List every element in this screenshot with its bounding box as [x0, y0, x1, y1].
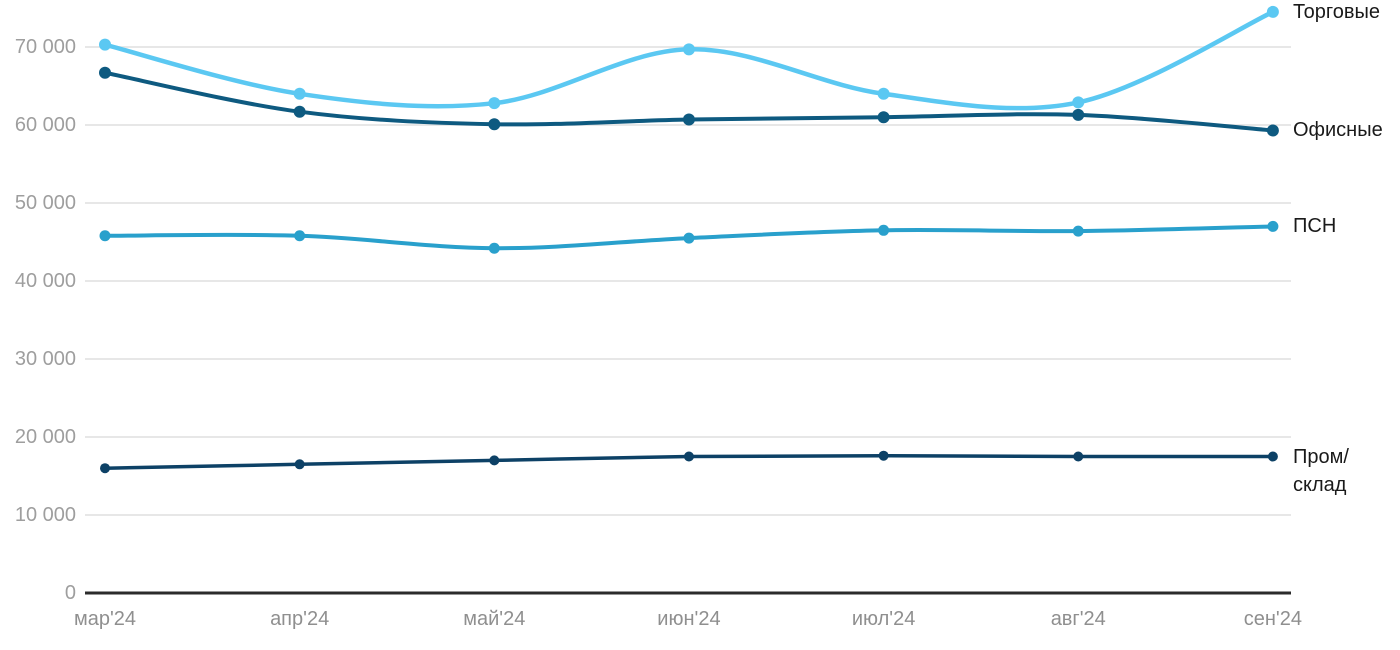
data-point-ofisnye — [877, 111, 890, 124]
data-point-torgovye — [682, 43, 695, 56]
data-point-prom-sklad — [1267, 451, 1278, 462]
series-label-line: ПСН — [1293, 215, 1337, 238]
data-point-ofisnye — [488, 118, 501, 131]
data-point-ofisnye — [1266, 124, 1279, 137]
data-point-prom-sklad — [878, 450, 889, 461]
series-label-psn: ПСН — [1293, 212, 1336, 240]
x-axis-tick-label: июл'24 — [851, 608, 916, 630]
x-axis-tick-label: май'24 — [463, 608, 526, 630]
series-label-line: Торговые — [1293, 0, 1381, 23]
data-point-psn — [1267, 220, 1279, 232]
data-point-ofisnye — [99, 66, 111, 79]
x-axis-tick-label: авг'24 — [1050, 608, 1106, 630]
y-axis-tick-label: 60 000 — [14, 114, 76, 136]
data-point-torgovye — [488, 97, 501, 110]
data-point-prom-sklad — [683, 451, 694, 462]
data-point-prom-sklad — [100, 463, 110, 474]
y-axis-tick-label: 50 000 — [14, 192, 76, 214]
series-label-line: склад — [1293, 473, 1347, 496]
data-point-prom-sklad — [294, 459, 305, 470]
y-axis-tick-label: 70 000 — [14, 36, 76, 58]
data-point-prom-sklad — [1073, 451, 1084, 462]
data-point-psn — [99, 230, 111, 242]
series-label-line: Офисные — [1293, 119, 1383, 142]
data-point-ofisnye — [682, 113, 695, 126]
series-label-line: Пром/ — [1293, 445, 1349, 468]
data-point-psn — [488, 242, 500, 254]
data-point-torgovye — [99, 38, 111, 51]
data-point-ofisnye — [293, 105, 306, 118]
data-point-psn — [294, 230, 306, 242]
y-axis-tick-label: 0 — [64, 582, 76, 604]
y-axis-tick-label: 30 000 — [14, 348, 76, 370]
data-point-torgovye — [293, 87, 306, 100]
data-point-psn — [1072, 225, 1084, 237]
data-point-torgovye — [1266, 5, 1279, 18]
data-point-prom-sklad — [489, 455, 500, 466]
x-axis-tick-label: апр'24 — [270, 608, 330, 630]
y-axis-tick-label: 40 000 — [14, 270, 76, 292]
x-axis-tick-label: сен'24 — [1243, 608, 1302, 630]
data-point-torgovye — [1072, 96, 1085, 109]
y-axis-tick-label: 20 000 — [14, 426, 76, 448]
x-axis-tick-label: мар'24 — [73, 608, 137, 630]
data-point-torgovye — [877, 87, 890, 100]
series-label-torgovye: Торговые — [1293, 0, 1380, 26]
series-label-ofisnye: Офисные — [1293, 116, 1383, 144]
series-line-torgovye — [102, 9, 1276, 111]
x-axis-tick-label: июн'24 — [657, 608, 721, 630]
data-point-psn — [683, 232, 695, 244]
y-axis-tick-label: 10 000 — [14, 504, 76, 526]
series-label-prom-sklad: Пром/склад — [1293, 443, 1349, 499]
data-point-psn — [878, 224, 890, 236]
data-point-ofisnye — [1072, 108, 1085, 121]
